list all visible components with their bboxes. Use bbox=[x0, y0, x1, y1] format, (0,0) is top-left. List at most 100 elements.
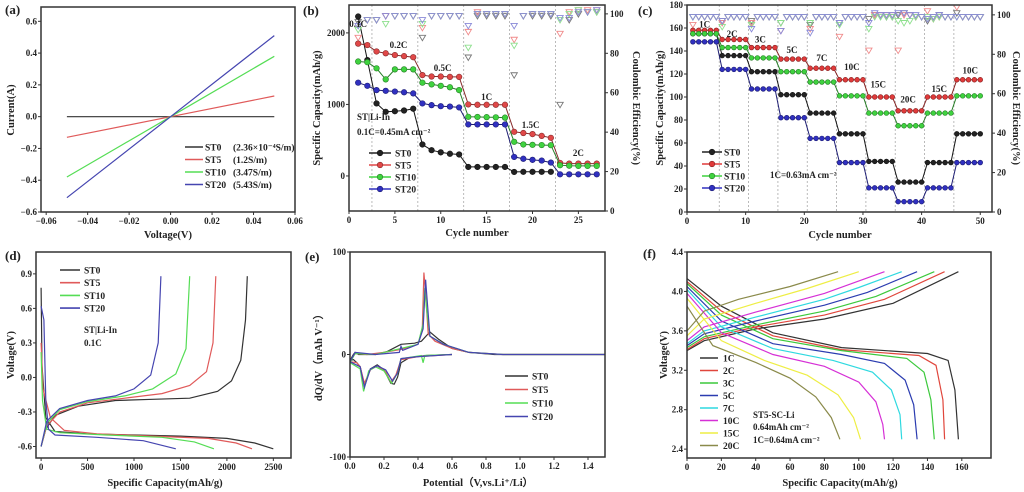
capacity-point-ST10 bbox=[801, 68, 808, 75]
capacity-point-ST20 bbox=[801, 114, 808, 121]
y-axis-title: Specific Capacity(mAh/g) bbox=[655, 50, 666, 166]
capacity-point-ST0 bbox=[789, 91, 796, 98]
ce-point-ST20 bbox=[510, 23, 519, 30]
ce-point-ST20 bbox=[823, 14, 832, 21]
capacity-point-ST20 bbox=[954, 159, 960, 166]
legend-item-5C: 5C bbox=[700, 392, 735, 402]
ce-point-ST10 bbox=[464, 44, 473, 52]
ce-point-ST20 bbox=[592, 7, 601, 15]
legend-label: ST5 bbox=[84, 279, 101, 289]
capacity-point-ST5 bbox=[907, 108, 913, 114]
y2-tick-label: 40 bbox=[997, 128, 1007, 138]
rate-label: 2C bbox=[573, 148, 584, 158]
x-tick-label: −0.06 bbox=[36, 216, 57, 226]
capacity-point-ST10 bbox=[866, 110, 872, 116]
ce-point-ST10 bbox=[510, 42, 519, 50]
x-axis-title: Potential（V,vs.Li⁺/Li） bbox=[423, 476, 533, 489]
y2-axis-title: Coulombic Efficiency(%) bbox=[630, 51, 641, 166]
y-axis-title: Current(A) bbox=[6, 84, 17, 136]
capacity-point-ST20 bbox=[883, 185, 890, 191]
ce-point-ST0 bbox=[500, 13, 509, 20]
ce-point-ST20 bbox=[788, 14, 797, 21]
capacity-line-ST0 bbox=[357, 16, 551, 173]
capacity-point-ST5 bbox=[871, 94, 878, 100]
capacity-point-ST5 bbox=[538, 132, 545, 139]
ce-point-ST20 bbox=[706, 14, 715, 21]
legend-item-ST10: ST10 bbox=[702, 173, 745, 183]
series-line-ST0 bbox=[350, 331, 605, 388]
capacity-point-ST0 bbox=[965, 131, 972, 137]
ce-point-ST10 bbox=[592, 9, 601, 16]
ce-point-ST0 bbox=[491, 13, 500, 20]
ce-point-ST5 bbox=[923, 8, 932, 16]
capacity-point-ST0 bbox=[483, 163, 490, 171]
capacity-point-ST0 bbox=[456, 151, 463, 158]
capacity-point-ST20 bbox=[866, 185, 872, 191]
ce-point-ST20 bbox=[427, 13, 436, 20]
plot-area bbox=[66, 35, 275, 199]
capacity-point-ST20 bbox=[766, 86, 772, 92]
ce-point-ST10 bbox=[882, 14, 891, 21]
ce-point-ST20 bbox=[876, 12, 885, 19]
ce-point-ST10 bbox=[381, 21, 390, 28]
capacity-point-ST10 bbox=[836, 93, 843, 99]
capacity-point-ST5 bbox=[419, 71, 426, 79]
capacity-point-ST10 bbox=[719, 44, 725, 51]
capacity-point-ST0 bbox=[382, 108, 389, 115]
discharge-curve-ST0 bbox=[40, 287, 274, 450]
legend-label: ST0 bbox=[724, 149, 741, 159]
capacity-point-ST10 bbox=[936, 110, 942, 116]
discharge-curve-5C bbox=[687, 286, 918, 440]
rate-label: 10C bbox=[844, 62, 860, 72]
ce-point-ST20 bbox=[724, 14, 733, 21]
capacity-point-ST0 bbox=[419, 141, 426, 148]
capacity-point-ST5 bbox=[373, 48, 380, 55]
capacity-point-ST5 bbox=[520, 129, 527, 137]
capacity-point-ST0 bbox=[877, 158, 884, 165]
capacity-point-ST10 bbox=[696, 31, 702, 37]
x-tick-label: 10 bbox=[741, 216, 751, 226]
y-tick-label: 2.4 bbox=[672, 444, 684, 454]
rate-label: 20C bbox=[900, 94, 916, 104]
ce-point-ST20 bbox=[923, 16, 932, 23]
x-tick-label: 120 bbox=[886, 462, 900, 472]
ce-point-ST20 bbox=[765, 14, 774, 21]
capacity-point-ST20 bbox=[971, 159, 978, 166]
capacity-point-ST5 bbox=[924, 94, 931, 100]
y-tick-label: 0 bbox=[341, 171, 346, 181]
capacity-point-ST0 bbox=[719, 52, 725, 59]
plot-area bbox=[688, 5, 985, 212]
y-tick-label: 20 bbox=[674, 184, 684, 194]
capacity-point-ST0 bbox=[446, 150, 454, 157]
legend-marker bbox=[376, 173, 384, 181]
capacity-point-ST0 bbox=[836, 131, 843, 137]
ce-point-ST0 bbox=[473, 13, 482, 20]
ce-point-ST20 bbox=[390, 13, 399, 20]
capacity-point-ST0 bbox=[737, 52, 743, 59]
legend-item-20C: 20C bbox=[700, 442, 740, 452]
capacity-point-ST20 bbox=[719, 66, 725, 73]
ce-point-ST20 bbox=[952, 14, 961, 21]
capacity-point-ST0 bbox=[731, 52, 737, 59]
ce-point-ST20 bbox=[718, 18, 727, 25]
legend-label: ST20 bbox=[395, 186, 416, 196]
charge-curve-2C bbox=[687, 271, 945, 351]
capacity-point-ST10 bbox=[959, 93, 966, 99]
x-tick-label: 50 bbox=[976, 216, 986, 226]
capacity-point-ST10 bbox=[529, 141, 536, 148]
capacity-point-ST20 bbox=[400, 89, 408, 96]
legend-marker bbox=[708, 148, 716, 156]
capacity-point-ST0 bbox=[883, 158, 890, 165]
ce-point-ST20 bbox=[812, 14, 821, 21]
capacity-point-ST5 bbox=[391, 51, 398, 59]
y-axis-title: Specific Capacity(mAh/g) bbox=[312, 50, 323, 166]
ce-point-ST20 bbox=[565, 15, 574, 22]
ce-point-ST20 bbox=[900, 10, 909, 17]
capacity-point-ST10 bbox=[400, 66, 408, 73]
capacity-point-ST10 bbox=[364, 59, 371, 66]
ce-point-ST5 bbox=[583, 7, 592, 15]
x-tick-label: 25 bbox=[574, 215, 584, 225]
y-tick-label: -0.3 bbox=[18, 407, 33, 417]
ce-point-ST0 bbox=[546, 13, 555, 20]
x-tick-label: 0 bbox=[685, 216, 690, 226]
